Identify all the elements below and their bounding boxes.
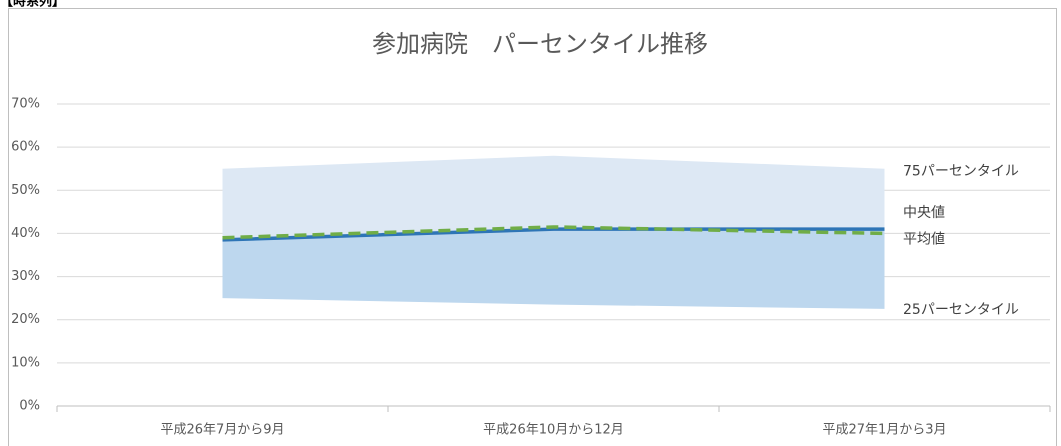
y-tick-label: 50% [11,183,40,198]
y-tick-label: 0% [19,399,40,414]
area [222,229,885,309]
y-tick-label: 70% [11,97,40,112]
x-tick-label: 平成26年7月から9月 [160,423,284,438]
y-tick-label: 20% [11,312,40,327]
line [222,227,885,242]
y-tick-label: 60% [11,140,40,155]
series-label: 25パーセンタイル [903,302,1019,318]
series-label: 平均値 [903,231,945,247]
line [222,225,885,240]
x-tick-label: 平成27年1月から3月 [822,423,946,438]
section-label: 【時系列】 [0,0,65,10]
chart-title: 参加病院 パーセンタイル推移 [372,30,708,58]
area [222,155,885,240]
x-tick-label: 平成26年10月から12月 [483,423,624,438]
series-label: 中央値 [903,205,945,221]
y-tick-label: 30% [11,269,40,284]
y-tick-label: 10% [11,355,40,370]
y-tick-label: 40% [11,226,40,241]
series-label: 75パーセンタイル [903,164,1019,180]
